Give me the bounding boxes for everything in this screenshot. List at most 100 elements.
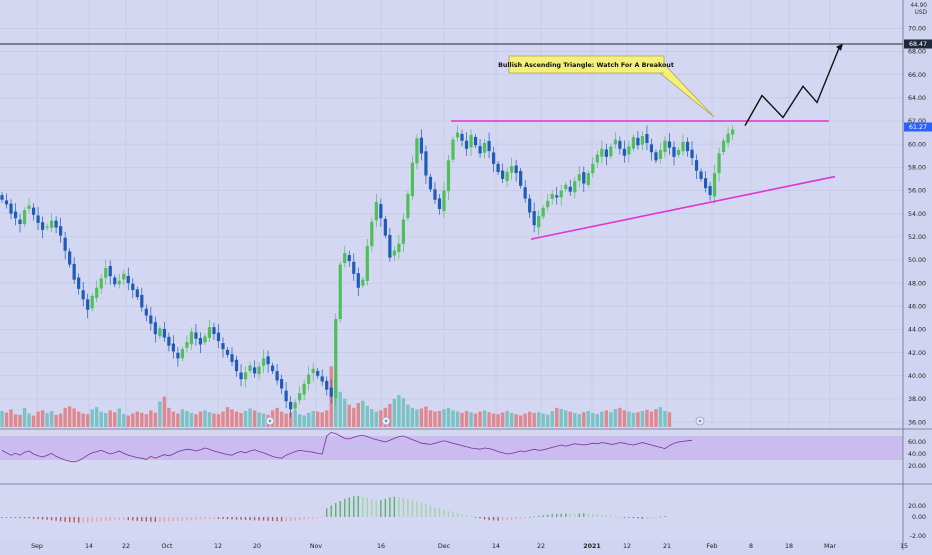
- volume-bar: [527, 411, 532, 427]
- macd-bar: [628, 517, 630, 518]
- time-tick-label: 15: [900, 543, 908, 550]
- macd-bar: [510, 517, 513, 520]
- volume-bar: [496, 414, 500, 427]
- macd-bar: [168, 517, 170, 522]
- macd-bar: [127, 517, 129, 521]
- candle-body: [243, 372, 248, 380]
- macd-bar: [344, 498, 346, 517]
- candle-body: [722, 140, 726, 153]
- candle-body: [694, 160, 699, 171]
- time-axis[interactable]: Sep 14 22 Oct 12 20 Nov 16 Dec 14 22 2021 12 21 Feb 8 18…: [31, 543, 908, 550]
- volume-bar: [252, 410, 257, 427]
- volume-bar: [67, 406, 72, 427]
- candle-body: [104, 268, 108, 278]
- candle-body: [257, 366, 261, 375]
- macd-bar: [321, 517, 323, 518]
- volume-bars: [0, 366, 672, 427]
- macd-bar: [610, 515, 612, 517]
- price-tags: 68.47 61.27: [904, 39, 932, 132]
- candle-body: [22, 210, 27, 225]
- volume-bar: [297, 414, 302, 427]
- projection-path[interactable]: [744, 45, 841, 126]
- macd-bar: [470, 516, 472, 518]
- candle-body: [415, 138, 419, 164]
- candle-body: [18, 219, 22, 225]
- macd-bar: [353, 496, 355, 517]
- macd-bar: [262, 517, 265, 521]
- candle-body: [388, 234, 392, 258]
- candle-body: [546, 200, 550, 208]
- candle-body: [334, 319, 338, 398]
- candle-body: [519, 171, 523, 186]
- volume-bar: [212, 413, 216, 427]
- macd-bar: [497, 517, 499, 521]
- candle-body: [72, 263, 76, 280]
- volume-bar: [658, 407, 663, 427]
- volume-bar: [609, 412, 613, 427]
- macd-bar: [186, 517, 188, 521]
- macd-bar: [190, 517, 193, 521]
- macd-bar: [235, 517, 238, 520]
- volume-bar: [622, 410, 627, 427]
- macd-bar: [163, 517, 166, 522]
- volume-bar: [536, 412, 541, 427]
- price-axis[interactable]: 70.00 68.00 66.00 64.00 62.00 60.00 58.00 56.00…: [908, 26, 926, 427]
- macd-bar: [533, 516, 535, 518]
- macd-bar: [456, 513, 459, 517]
- annotation-callout[interactable]: [508, 55, 715, 118]
- candle-body: [654, 152, 658, 161]
- macd-bar: [208, 517, 211, 519]
- candle-body: [523, 187, 527, 199]
- time-tick-label: 8: [749, 543, 753, 550]
- volume-bar: [207, 412, 212, 427]
- candle-body: [717, 153, 721, 174]
- volume-bar: [586, 411, 590, 427]
- macd-bar: [77, 517, 80, 523]
- candle-body: [609, 146, 613, 157]
- price-pane: [0, 0, 903, 428]
- volume-bar: [113, 412, 117, 427]
- volume-bar: [455, 411, 460, 427]
- volume-bar: [76, 411, 81, 427]
- volume-bar: [631, 412, 636, 427]
- price-tick-label: 70.00: [908, 26, 926, 33]
- macd-bar: [50, 517, 53, 521]
- volume-bar: [325, 410, 329, 427]
- support-trendline[interactable]: [530, 175, 836, 240]
- macd-bar: [474, 517, 477, 518]
- earnings-marker-dot: [698, 419, 702, 423]
- candle-body: [491, 152, 496, 164]
- volume-bar: [473, 413, 478, 427]
- volume-bar: [518, 415, 523, 427]
- candle-body: [424, 151, 428, 176]
- volume-bar: [433, 411, 437, 427]
- candle-body: [510, 166, 514, 173]
- volume-bar: [243, 411, 248, 427]
- macd-bar: [276, 517, 278, 522]
- price-tick-label: 64.00: [908, 95, 926, 102]
- volume-bar: [316, 411, 320, 427]
- volume-bar: [509, 412, 514, 427]
- volume-bar: [370, 409, 374, 427]
- candle-body: [482, 143, 487, 153]
- macd-tick-label: 20.00: [908, 503, 926, 510]
- candle-body: [27, 205, 31, 209]
- candle-body: [573, 181, 577, 193]
- volume-bar: [406, 404, 410, 427]
- candle-body: [325, 380, 329, 390]
- volume-bar: [99, 411, 103, 427]
- candle-body: [442, 190, 446, 212]
- macd-bar: [59, 517, 62, 522]
- macd-bar: [181, 517, 184, 521]
- candle-body: [158, 328, 162, 337]
- macd-bar: [68, 517, 71, 523]
- macd-tick-label: -2.00: [910, 533, 926, 540]
- volume-bar: [604, 410, 609, 427]
- macd-bar: [105, 517, 107, 521]
- macd-bar: [335, 503, 337, 517]
- volume-bar: [478, 411, 482, 427]
- volume-bar: [491, 413, 496, 427]
- candle-body: [455, 132, 460, 138]
